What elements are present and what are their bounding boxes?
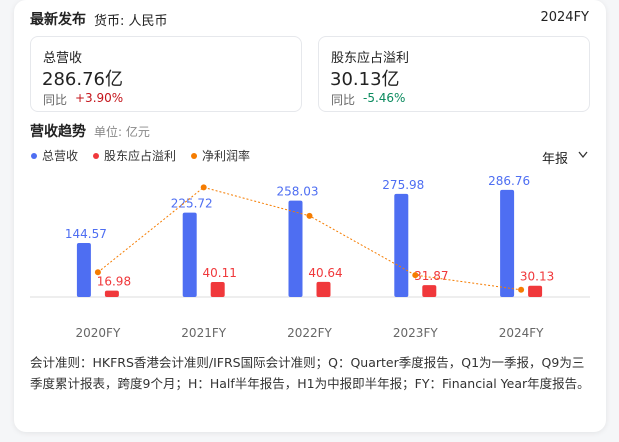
- value-label: 16.98: [97, 275, 131, 289]
- yoy-label: 同比: [331, 93, 356, 107]
- value-label: 31.87: [414, 269, 448, 283]
- bar: [316, 281, 331, 297]
- value-label: 225.72: [171, 197, 213, 211]
- bar: [104, 290, 119, 297]
- x-tick-label: 2023FY: [393, 326, 438, 340]
- summary-box: 股东应占溢利 30.13亿 同比 -5.46%: [318, 36, 590, 112]
- line-point: [94, 269, 101, 276]
- section-title: 营收趋势: [30, 124, 86, 140]
- line-point: [518, 286, 525, 293]
- period: 2024FY: [540, 10, 589, 25]
- x-tick-label: 2020FY: [76, 326, 121, 340]
- value-label: 275.98: [382, 178, 424, 192]
- yoy: +3.90%: [75, 91, 124, 105]
- footer-note: 会计准则：HKFRS香港会计准则/IFRS国际会计准则；Q：Quarter季度报…: [30, 355, 590, 391]
- dropdown-chevron: [578, 151, 588, 159]
- bar: [500, 189, 515, 297]
- summary-value: 30.13亿: [330, 69, 400, 90]
- yoy-label: 同比: [43, 93, 68, 107]
- line-point: [306, 212, 313, 219]
- value-label: 258.03: [277, 185, 319, 199]
- bar: [422, 285, 437, 297]
- header-title: 最新发布: [30, 12, 86, 28]
- legend-label: 总营收: [42, 149, 78, 163]
- period-dropdown[interactable]: 年报: [542, 152, 569, 167]
- value-label: 40.64: [308, 266, 342, 280]
- value-label: 40.11: [203, 266, 237, 280]
- legend-label: 净利润率: [202, 148, 250, 163]
- yoy: -5.46%: [363, 91, 406, 105]
- bar: [210, 282, 225, 297]
- line-point: [200, 184, 207, 191]
- line-point: [412, 272, 419, 279]
- unit: 单位: 亿元: [94, 125, 150, 139]
- legend-dot: [31, 153, 37, 159]
- summary-label: 股东应占溢利: [331, 51, 410, 66]
- value-label: 286.76: [488, 174, 530, 188]
- x-tick-label: 2022FY: [287, 326, 332, 340]
- bar: [394, 193, 409, 297]
- bar: [76, 242, 91, 297]
- bar: [528, 285, 543, 297]
- bar: [288, 200, 303, 297]
- value-label: 144.57: [65, 227, 107, 241]
- legend-label: 股东应占溢利: [104, 148, 176, 163]
- x-tick-label: 2021FY: [181, 326, 226, 340]
- bar: [182, 212, 197, 297]
- value-label: 30.13: [520, 270, 554, 284]
- legend-dot: [191, 153, 198, 159]
- summary-label: 总营收: [43, 51, 83, 66]
- currency: 货币: 人民币: [94, 14, 168, 29]
- summary-box: 总营收 286.76亿 同比 +3.90%: [30, 36, 302, 112]
- summary-value: 286.76亿: [42, 69, 123, 90]
- x-tick-label: 2024FY: [499, 326, 544, 340]
- legend-dot: [93, 153, 100, 159]
